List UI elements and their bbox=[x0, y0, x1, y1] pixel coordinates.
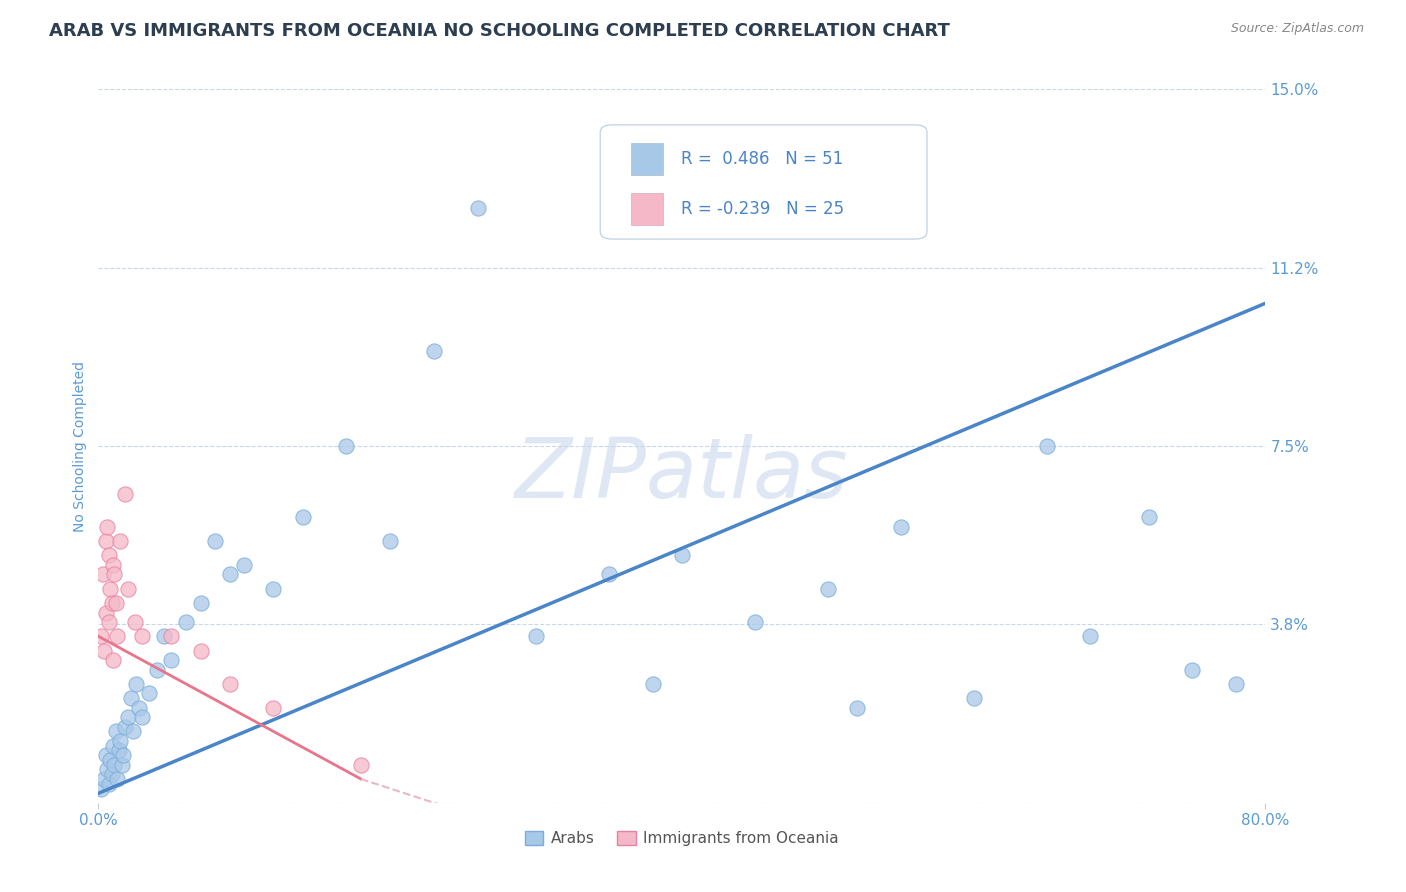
Point bbox=[97, 615, 120, 629]
Point bbox=[817, 582, 839, 596]
Point bbox=[263, 700, 285, 714]
Y-axis label: No Schooling Completed: No Schooling Completed bbox=[73, 360, 87, 532]
Point bbox=[117, 710, 139, 724]
Point bbox=[122, 724, 145, 739]
Point bbox=[94, 606, 117, 620]
Point bbox=[100, 596, 122, 610]
Point bbox=[131, 629, 153, 643]
Text: R = -0.239   N = 25: R = -0.239 N = 25 bbox=[681, 200, 844, 218]
Point bbox=[1137, 510, 1160, 524]
FancyBboxPatch shape bbox=[600, 125, 927, 239]
Point bbox=[112, 748, 135, 763]
Point bbox=[94, 748, 117, 763]
Point bbox=[160, 629, 183, 643]
Point bbox=[190, 643, 212, 657]
Point bbox=[233, 558, 256, 572]
Point bbox=[104, 724, 127, 739]
Point bbox=[111, 757, 134, 772]
Point bbox=[218, 567, 240, 582]
Point bbox=[96, 520, 118, 534]
Point bbox=[291, 510, 314, 524]
Point bbox=[890, 520, 912, 534]
Point bbox=[97, 549, 120, 563]
Point bbox=[114, 720, 136, 734]
Text: Source: ZipAtlas.com: Source: ZipAtlas.com bbox=[1230, 22, 1364, 36]
Point bbox=[846, 700, 869, 714]
Point bbox=[641, 677, 664, 691]
Point bbox=[104, 596, 127, 610]
Point bbox=[128, 700, 150, 714]
Point bbox=[110, 734, 132, 748]
Point bbox=[101, 739, 124, 753]
Point bbox=[204, 534, 226, 549]
Point bbox=[93, 772, 115, 786]
Point bbox=[120, 691, 142, 706]
Point bbox=[153, 629, 176, 643]
Point bbox=[97, 777, 120, 791]
Point bbox=[110, 534, 132, 549]
Point bbox=[598, 567, 620, 582]
Point bbox=[117, 582, 139, 596]
Point bbox=[124, 615, 146, 629]
Point bbox=[335, 439, 357, 453]
Point bbox=[218, 677, 240, 691]
Point bbox=[380, 534, 402, 549]
Point bbox=[94, 534, 117, 549]
Point bbox=[98, 582, 121, 596]
Point bbox=[98, 753, 121, 767]
Point bbox=[1181, 663, 1204, 677]
Point bbox=[90, 781, 112, 796]
Text: R =  0.486   N = 51: R = 0.486 N = 51 bbox=[681, 150, 844, 168]
Point bbox=[138, 686, 160, 700]
Legend: Arabs, Immigrants from Oceania: Arabs, Immigrants from Oceania bbox=[519, 825, 845, 852]
Point bbox=[105, 772, 128, 786]
Point bbox=[93, 643, 115, 657]
Point bbox=[263, 582, 285, 596]
Point bbox=[350, 757, 373, 772]
Point bbox=[1225, 677, 1247, 691]
Point bbox=[1035, 439, 1057, 453]
Point bbox=[524, 629, 547, 643]
Text: ARAB VS IMMIGRANTS FROM OCEANIA NO SCHOOLING COMPLETED CORRELATION CHART: ARAB VS IMMIGRANTS FROM OCEANIA NO SCHOO… bbox=[49, 22, 950, 40]
Point bbox=[103, 567, 125, 582]
Point bbox=[91, 567, 114, 582]
Point bbox=[90, 629, 112, 643]
Point bbox=[131, 710, 153, 724]
FancyBboxPatch shape bbox=[630, 193, 664, 225]
Point bbox=[100, 767, 122, 781]
Point bbox=[962, 691, 984, 706]
Point bbox=[101, 653, 124, 667]
Point bbox=[423, 343, 446, 358]
Point bbox=[190, 596, 212, 610]
Point bbox=[108, 743, 131, 757]
Point bbox=[1080, 629, 1102, 643]
Point bbox=[671, 549, 693, 563]
Text: ZIPatlas: ZIPatlas bbox=[515, 434, 849, 515]
Point bbox=[101, 558, 124, 572]
Point bbox=[103, 757, 125, 772]
Point bbox=[467, 201, 489, 215]
Point bbox=[114, 486, 136, 500]
Point bbox=[96, 763, 118, 777]
FancyBboxPatch shape bbox=[630, 143, 664, 175]
Point bbox=[146, 663, 169, 677]
Point bbox=[105, 629, 128, 643]
Point bbox=[160, 653, 183, 667]
Point bbox=[174, 615, 197, 629]
Point bbox=[125, 677, 148, 691]
Point bbox=[744, 615, 766, 629]
